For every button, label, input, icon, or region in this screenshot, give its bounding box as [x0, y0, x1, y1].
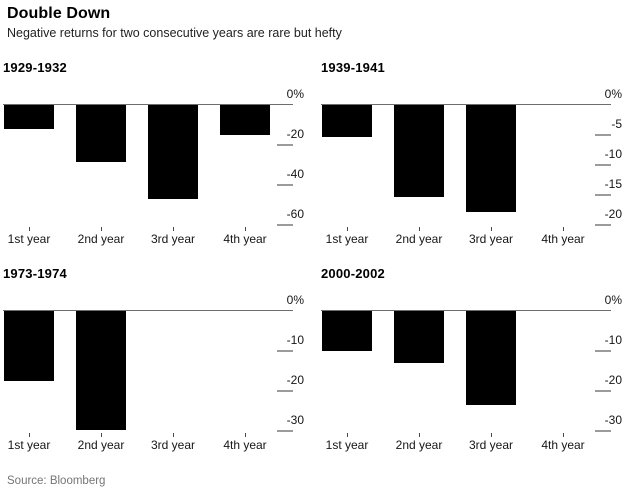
y-axis-label: 0% — [286, 293, 304, 307]
x-axis-label: 4th year — [223, 232, 267, 246]
x-axis: 1st year 2nd year 3rd year 4th year — [3, 226, 293, 250]
y-axis-tick — [277, 390, 293, 392]
page-subtitle: Negative returns for two consecutive yea… — [7, 26, 342, 40]
x-axis-tick — [347, 227, 348, 231]
y-axis-label: -60 — [286, 207, 304, 221]
x-axis-tick — [101, 433, 102, 437]
y-axis-label: -40 — [286, 167, 304, 181]
chart-panel-1973-1974: 1973-1974 0% -10 -20 -30 1st year 2nd year 3r… — [3, 266, 315, 456]
bar-3rd-year — [148, 105, 198, 199]
x-axis-label: 1st year — [325, 438, 369, 452]
y-axis-tick — [277, 350, 293, 352]
y-axis-label: -30 — [286, 413, 304, 427]
plot-area: 0% -10 -20 -30 — [321, 293, 622, 432]
bar-1st-year — [4, 105, 54, 129]
y-axis-tick — [595, 350, 611, 352]
page-title: Double Down — [7, 5, 111, 22]
x-axis-label: 4th year — [541, 438, 585, 452]
x-axis-tick — [173, 433, 174, 437]
panel-title: 2000-2002 — [321, 266, 385, 281]
bar-3rd-year — [466, 105, 516, 212]
x-axis-tick — [29, 433, 30, 437]
y-axis-label: -10 — [604, 333, 622, 347]
y-axis-label: -20 — [604, 373, 622, 387]
y-axis-label: -5 — [611, 117, 622, 131]
y-axis-tick — [277, 430, 293, 432]
y-axis-tick — [277, 184, 293, 186]
panel-title: 1973-1974 — [3, 266, 67, 281]
x-axis: 1st year 2nd year 3rd year 4th year — [321, 226, 611, 250]
bar-4th-year — [220, 105, 270, 135]
x-axis: 1st year 2nd year 3rd year 4th year — [321, 432, 611, 456]
panel-title: 1939-1941 — [321, 60, 385, 75]
y-axis-tick — [277, 224, 293, 226]
y-axis-label: -20 — [286, 373, 304, 387]
y-axis-label: 0% — [286, 87, 304, 101]
x-axis-label: 3rd year — [468, 438, 514, 452]
x-axis-tick — [491, 227, 492, 231]
bar-1st-year — [322, 105, 372, 137]
y-axis-tick — [595, 194, 611, 196]
x-axis-tick — [347, 433, 348, 437]
bar-2nd-year — [76, 105, 126, 162]
y-axis-label: 0% — [604, 293, 622, 307]
bar-2nd-year — [76, 311, 126, 430]
y-axis-label: -30 — [604, 413, 622, 427]
y-axis-tick — [595, 164, 611, 166]
bar-1st-year — [322, 311, 372, 351]
x-axis-tick — [29, 227, 30, 231]
x-axis-label: 3rd year — [150, 438, 196, 452]
x-axis-tick — [419, 433, 420, 437]
chart-panel-2000-2002: 2000-2002 0% -10 -20 -30 1st year 2nd year 3r… — [321, 266, 630, 456]
y-axis-label: -15 — [604, 177, 622, 191]
y-axis-tick — [595, 390, 611, 392]
y-axis-label: -20 — [604, 207, 622, 221]
x-axis-label: 2nd year — [77, 438, 125, 452]
bar-1st-year — [4, 311, 54, 381]
bar-2nd-year — [394, 311, 444, 363]
y-axis-tick — [595, 224, 611, 226]
x-axis-tick — [419, 227, 420, 231]
y-axis-tick — [595, 430, 611, 432]
bar-3rd-year — [466, 311, 516, 405]
x-axis-tick — [101, 227, 102, 231]
panel-title: 1929-1932 — [3, 60, 67, 75]
x-axis-label: 3rd year — [468, 232, 514, 246]
y-axis-label: -20 — [286, 127, 304, 141]
x-axis-label: 1st year — [7, 232, 51, 246]
x-axis-label: 3rd year — [150, 232, 196, 246]
chart-panel-1939-1941: 1939-1941 0% -5 -10 -15 -20 1st year 2nd year… — [321, 60, 630, 250]
plot-area: 0% -5 -10 -15 -20 — [321, 87, 622, 226]
x-axis-label: 2nd year — [395, 438, 443, 452]
chart-panel-1929-1932: 1929-1932 0% -20 -40 -60 1st year 2nd year 3r… — [3, 60, 315, 250]
source-text: Source: Bloomberg — [7, 475, 106, 487]
x-axis-tick — [173, 227, 174, 231]
x-axis-tick — [491, 433, 492, 437]
x-axis-label: 2nd year — [395, 232, 443, 246]
x-axis-tick — [563, 227, 564, 231]
x-axis-label: 4th year — [223, 438, 267, 452]
y-axis-tick — [595, 134, 611, 136]
x-axis-tick — [245, 227, 246, 231]
y-axis-label: -10 — [286, 333, 304, 347]
x-axis: 1st year 2nd year 3rd year 4th year — [3, 432, 293, 456]
y-axis-label: -10 — [604, 147, 622, 161]
x-axis-tick — [563, 433, 564, 437]
y-axis-tick — [277, 144, 293, 146]
x-axis-label: 2nd year — [77, 232, 125, 246]
plot-area: 0% -10 -20 -30 — [3, 293, 304, 432]
plot-area: 0% -20 -40 -60 — [3, 87, 304, 226]
y-axis-label: 0% — [604, 87, 622, 101]
x-axis-label: 1st year — [7, 438, 51, 452]
x-axis-tick — [245, 433, 246, 437]
x-axis-label: 4th year — [541, 232, 585, 246]
bar-2nd-year — [394, 105, 444, 197]
x-axis-label: 1st year — [325, 232, 369, 246]
